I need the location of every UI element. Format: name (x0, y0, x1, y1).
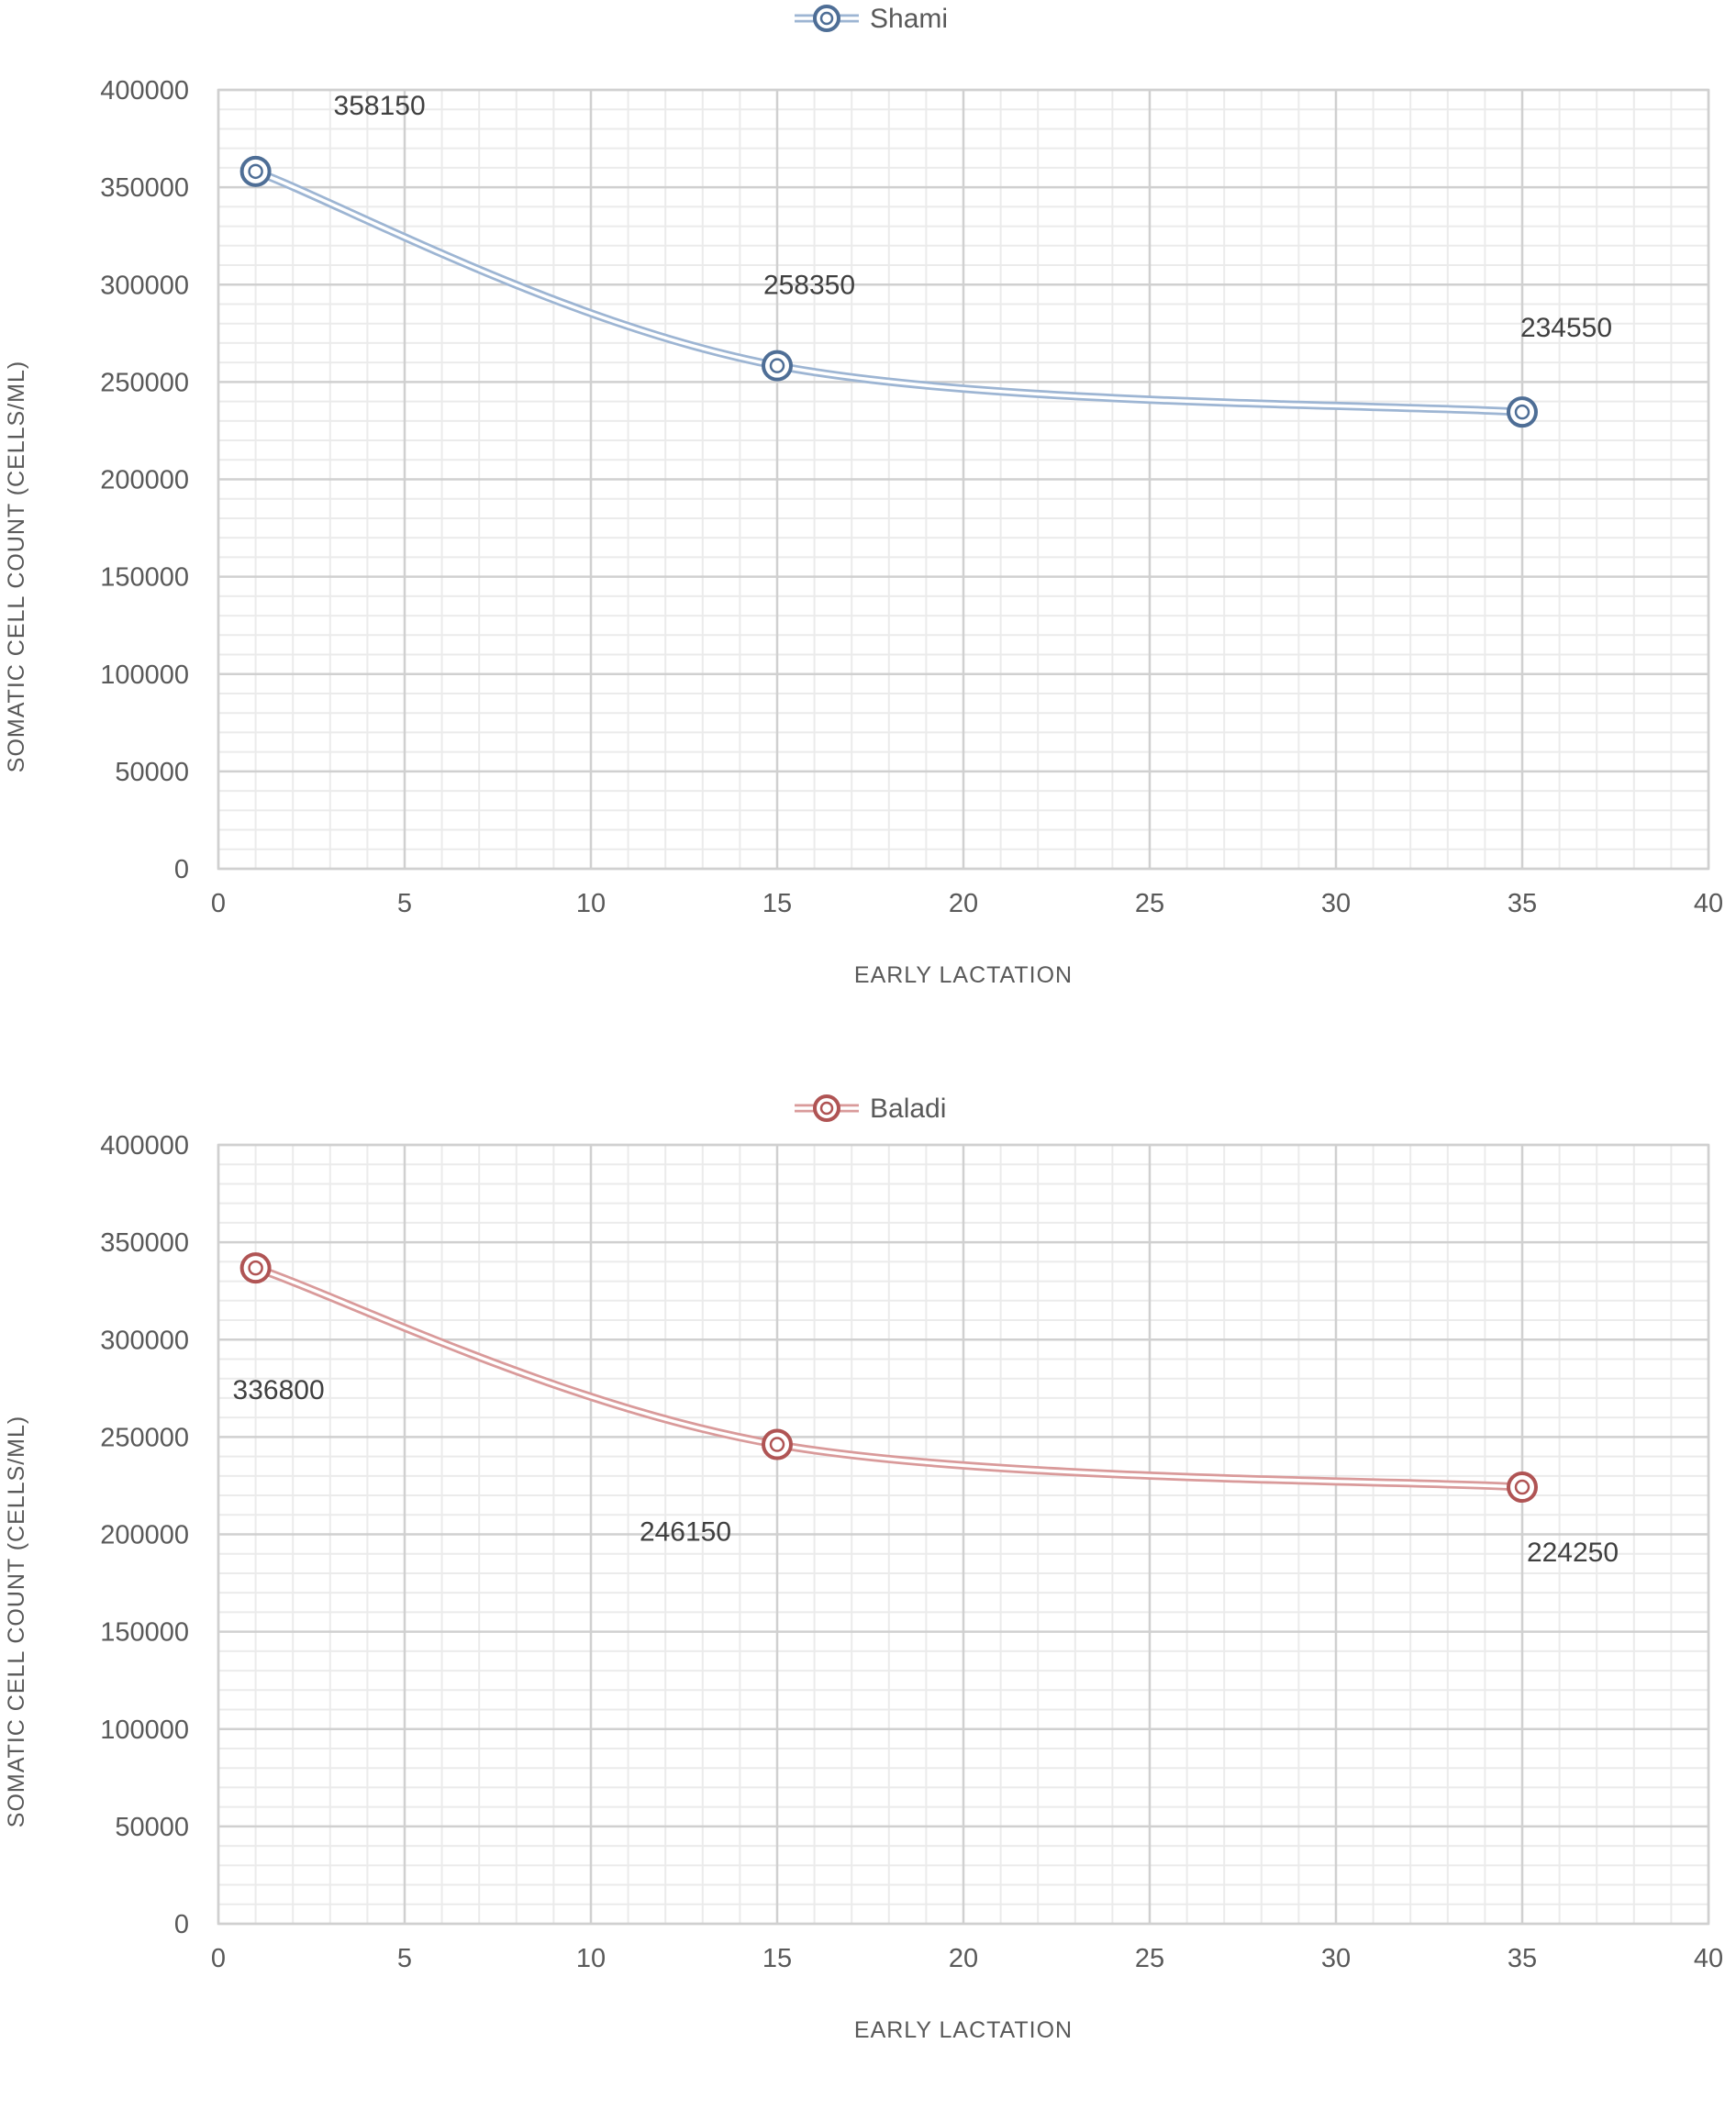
marker-center (769, 358, 785, 373)
x-axis-title: EARLY LACTATION (854, 2017, 1073, 2043)
x-tick-label: 35 (1508, 1944, 1537, 1973)
y-tick-label: 50000 (115, 1813, 189, 1842)
x-tick-label: 10 (576, 889, 606, 918)
x-axis-title: EARLY LACTATION (854, 962, 1073, 988)
y-tick-label: 350000 (100, 173, 189, 203)
data-label: 336800 (233, 1375, 325, 1405)
x-tick-label: 0 (211, 889, 226, 918)
legend-marker-center (819, 11, 834, 26)
y-tick-label: 250000 (100, 1423, 189, 1452)
data-point-marker (762, 350, 793, 382)
baladi-chart: 0 50000 100000 150000 200000 250000 300000 3500… (0, 1055, 1736, 2110)
x-tick-label: 20 (949, 1944, 978, 1973)
data-point-marker (239, 155, 272, 187)
legend-marker-center (819, 1101, 834, 1116)
x-tick-label: 15 (762, 889, 792, 918)
marker-center (769, 1437, 785, 1452)
y-axis-title: SOMATIC CELL COUNT (CELLS/ML) (4, 361, 29, 772)
data-label: 224250 (1527, 1538, 1619, 1568)
baladi-chart-svg: 0 50000 100000 150000 200000 250000 300000 3500… (4, 1094, 1723, 2043)
legend: Shami (795, 4, 948, 34)
y-axis-title: SOMATIC CELL COUNT (CELLS/ML) (4, 1416, 29, 1827)
shami-plot-area (217, 88, 1710, 871)
series-line-inner (253, 1266, 1524, 1489)
legend-label: Baladi (870, 1094, 946, 1124)
x-tick-label: 25 (1135, 1944, 1164, 1973)
marker-center (248, 163, 263, 180)
data-point-marker (762, 1428, 793, 1460)
x-tick-label: 15 (762, 1944, 792, 1973)
y-tick-label: 250000 (100, 368, 189, 397)
data-label: 258350 (763, 271, 855, 301)
data-point-marker (1507, 1471, 1538, 1504)
y-tick-label: 100000 (100, 1716, 189, 1745)
legend-label: Shami (870, 4, 948, 34)
x-tick-label: 10 (576, 1944, 606, 1973)
x-tick-label: 35 (1508, 889, 1537, 918)
data-label: 234550 (1520, 313, 1612, 343)
y-tick-label: 300000 (100, 1326, 189, 1355)
y-tick-label: 150000 (100, 563, 189, 593)
marker-center (1514, 404, 1530, 420)
x-tick-label: 30 (1321, 1944, 1351, 1973)
y-tick-label: 0 (174, 1910, 189, 1939)
x-tick-label: 20 (949, 889, 978, 918)
data-label: 358150 (334, 91, 426, 121)
x-tick-label: 0 (211, 1944, 226, 1973)
x-tick-label: 40 (1694, 889, 1723, 918)
y-tick-label: 350000 (100, 1228, 189, 1258)
y-tick-label: 300000 (100, 271, 189, 300)
x-tick-label: 25 (1135, 889, 1164, 918)
y-tick-label: 400000 (100, 76, 189, 106)
x-tick-label: 30 (1321, 889, 1351, 918)
legend: Baladi (795, 1094, 946, 1124)
data-point-marker (1507, 396, 1538, 428)
x-tick-label: 5 (397, 1944, 412, 1973)
shami-gridlines (217, 88, 1710, 871)
y-tick-label: 200000 (100, 466, 189, 495)
x-tick-label: 40 (1694, 1944, 1723, 1973)
y-tick-label: 100000 (100, 661, 189, 690)
marker-center (1514, 1479, 1530, 1495)
y-tick-label: 200000 (100, 1521, 189, 1550)
y-tick-label: 150000 (100, 1618, 189, 1648)
y-tick-label: 400000 (100, 1131, 189, 1160)
series-line-inner (253, 170, 1524, 414)
marker-center (248, 1260, 263, 1276)
baladi-plot-area (217, 1143, 1710, 1926)
y-tick-label: 50000 (115, 758, 189, 787)
shami-chart: 0 50000 100000 150000 200000 250000 300000 3500… (4, 4, 1723, 988)
shami-chart-svg: 0 50000 100000 150000 200000 250000 300000 3500… (4, 4, 1723, 988)
data-label: 246150 (640, 1517, 731, 1548)
data-point-marker (239, 1252, 272, 1284)
x-tick-label: 5 (397, 889, 412, 918)
y-tick-label: 0 (174, 855, 189, 884)
baladi-gridlines (217, 1143, 1710, 1926)
